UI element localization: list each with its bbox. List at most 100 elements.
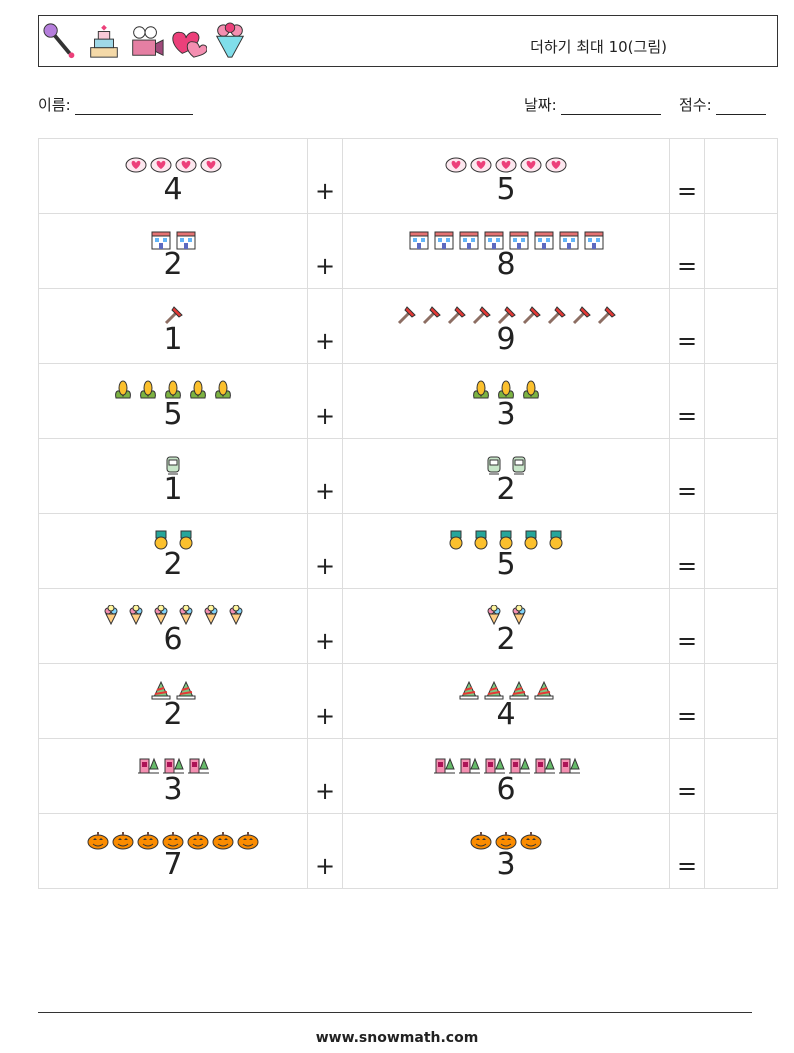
building-icon: [484, 231, 503, 250]
problem-row: 4 +5 =: [38, 138, 778, 214]
answer-cell[interactable]: [704, 513, 778, 589]
plus-sign: +: [314, 177, 336, 205]
addend-a-number: 2: [163, 547, 183, 582]
problem-row: 1 +2 =: [38, 438, 778, 514]
answer-cell[interactable]: [704, 213, 778, 289]
door-tree-icon: [188, 757, 209, 774]
answer-cell[interactable]: [704, 813, 778, 889]
addend-a-cell: 1: [38, 288, 308, 364]
name-blank[interactable]: [75, 100, 194, 115]
door-tree-icon: [533, 757, 555, 774]
plus-cell: +: [307, 363, 343, 439]
addend-a-number: 1: [163, 322, 183, 357]
addend-b-number: 3: [496, 397, 516, 432]
pumpkin-icon: [137, 832, 159, 850]
plus-sign: +: [314, 852, 336, 880]
answer-cell[interactable]: [704, 138, 778, 214]
equals-cell: =: [669, 813, 705, 889]
equals-sign: =: [676, 252, 698, 280]
building-icon: [151, 231, 170, 250]
answer-cell[interactable]: [704, 588, 778, 664]
addend-a-number: 2: [163, 247, 183, 282]
answer-cell[interactable]: [704, 363, 778, 439]
heart-bubble-icon: [495, 157, 517, 173]
medal-icon: [549, 530, 563, 550]
addend-a-number: 1: [163, 472, 183, 507]
score-label: 점수:: [679, 96, 712, 114]
door-tree-icon: [138, 757, 159, 774]
pumpkin-icon: [187, 832, 209, 850]
party-hat-icon: [509, 680, 528, 700]
answer-cell[interactable]: [704, 288, 778, 364]
addend-a-icons: [39, 755, 307, 775]
addend-a-icons: [39, 230, 307, 250]
problem-table: 4 +5 = 2 +8 = 1 +9 = 5 +3 = 1 +2 = 2 +5 = 6 +2 = 2 +4 = 3 +6 = 7 +3 =: [38, 138, 778, 889]
addend-a-cell: 4: [38, 138, 308, 214]
score-field[interactable]: 점수:: [679, 94, 767, 115]
addend-b-number: 5: [496, 547, 516, 582]
building-icon: [584, 231, 603, 250]
heart-bubble-icon: [520, 157, 542, 173]
addend-b-icons: [343, 605, 669, 625]
medal-icon: [449, 530, 463, 550]
addend-a-cell: 5: [38, 363, 308, 439]
plus-sign: +: [314, 777, 336, 805]
party-hat-icon: [484, 680, 503, 700]
addend-b-number: 6: [496, 772, 516, 807]
date-field[interactable]: 날짜:: [524, 94, 662, 115]
addend-b-number: 4: [496, 697, 516, 732]
door-tree-icon: [433, 757, 455, 774]
ice-cream-icon: [487, 605, 500, 625]
medal-icon: [474, 530, 488, 550]
heart-bubble-icon: [175, 157, 196, 173]
heart-bubble-icon: [150, 157, 171, 173]
movie-camera-icon: [132, 26, 164, 57]
addend-a-cell: 2: [38, 213, 308, 289]
ice-cream-icon: [512, 605, 525, 625]
pumpkin-icon: [162, 832, 184, 850]
addend-b-cell: 6: [342, 738, 670, 814]
plus-cell: +: [307, 438, 343, 514]
tram-icon: [512, 456, 525, 475]
header-icons: [43, 20, 249, 62]
date-label: 날짜:: [524, 96, 557, 114]
plus-sign: +: [314, 702, 336, 730]
plus-sign: +: [314, 327, 336, 355]
addend-a-icons: [39, 380, 307, 400]
plus-cell: +: [307, 288, 343, 364]
answer-cell[interactable]: [704, 738, 778, 814]
corn-icon: [115, 380, 131, 399]
answer-cell[interactable]: [704, 438, 778, 514]
score-blank[interactable]: [716, 100, 767, 115]
ice-cream-icon: [104, 605, 117, 625]
name-field[interactable]: 이름:: [38, 94, 194, 115]
problem-row: 1 +9 =: [38, 288, 778, 364]
door-tree-icon: [558, 757, 580, 774]
equals-cell: =: [669, 213, 705, 289]
axe-icon: [164, 306, 183, 325]
equals-cell: =: [669, 138, 705, 214]
plus-cell: +: [307, 513, 343, 589]
corn-icon: [165, 380, 181, 399]
party-hat-icon: [534, 680, 553, 700]
addend-a-cell: 7: [38, 813, 308, 889]
plus-sign: +: [314, 552, 336, 580]
equals-sign: =: [676, 552, 698, 580]
addend-b-cell: 5: [342, 138, 670, 214]
worksheet-header: 더하기 최대 10(그림): [38, 15, 778, 67]
ice-cream-icon: [179, 605, 192, 625]
plus-sign: +: [314, 402, 336, 430]
axe-icon: [447, 306, 466, 325]
date-blank[interactable]: [561, 100, 662, 115]
medal-icon: [179, 530, 192, 550]
addend-b-number: 8: [496, 247, 516, 282]
answer-cell[interactable]: [704, 663, 778, 739]
building-icon: [434, 231, 453, 250]
plus-sign: +: [314, 627, 336, 655]
footer-url: www.snowmath.com: [315, 1030, 479, 1046]
axe-icon: [397, 306, 416, 325]
corn-icon: [215, 380, 231, 399]
addend-b-number: 2: [496, 622, 516, 657]
ice-cream-icon: [204, 605, 217, 625]
addend-b-cell: 2: [342, 438, 670, 514]
